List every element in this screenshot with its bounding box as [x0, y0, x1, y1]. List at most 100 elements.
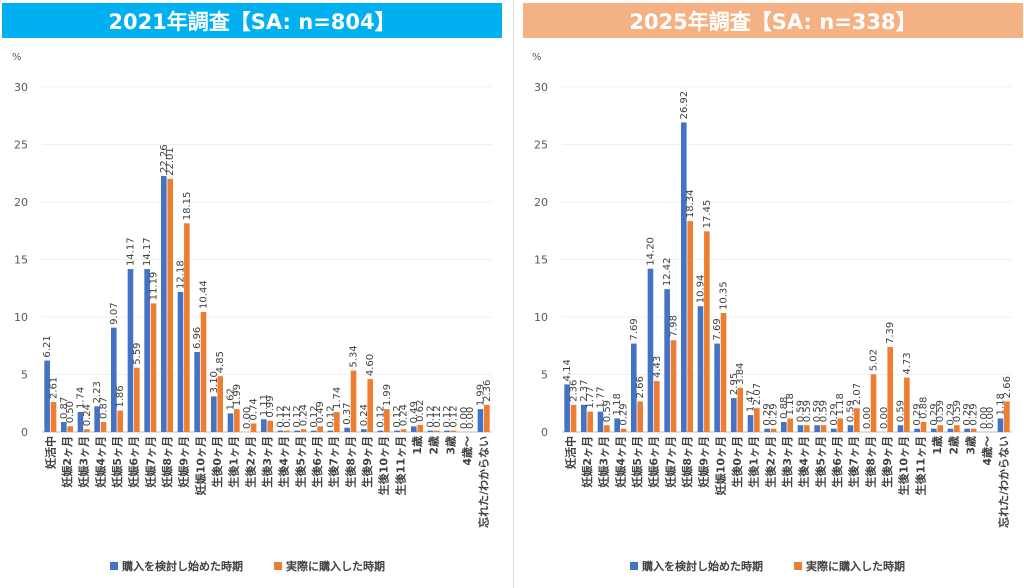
- x-category-label: 生後0ヶ月: [210, 436, 224, 488]
- x-category-label: 1歳: [410, 436, 424, 455]
- bar-series-2: [317, 426, 323, 432]
- data-label: 1.99: [475, 384, 486, 406]
- bar-series-1: [144, 269, 150, 432]
- data-label: 0.88: [779, 397, 790, 419]
- data-label: 26.92: [679, 91, 690, 120]
- data-label: 3.84: [735, 363, 746, 385]
- x-category-label: 生後10ヶ月: [377, 436, 391, 495]
- bar-series-2: [1004, 401, 1010, 432]
- data-label: 0.12: [449, 405, 460, 427]
- data-label: 0.29: [762, 403, 773, 425]
- data-label: 1.18: [612, 393, 623, 415]
- data-label: 0.24: [359, 404, 370, 426]
- data-label: 0.12: [325, 405, 336, 427]
- data-label: 0.29: [945, 403, 956, 425]
- bar-series-1: [394, 430, 400, 432]
- data-label: 0.00: [879, 407, 890, 429]
- x-category-label: 生後8ヶ月: [863, 436, 877, 488]
- x-category-label: 妊娠5ヶ月: [630, 436, 644, 488]
- bar-series-2: [384, 409, 390, 432]
- y-tick-label: 15: [14, 254, 28, 267]
- y-tick-label: 15: [534, 254, 548, 267]
- data-label: 0.29: [969, 403, 980, 425]
- y-tick-label: 5: [21, 369, 28, 382]
- bar-series-2: [587, 411, 593, 432]
- chart-title-2025: 2025年調査【SA: n=338】: [523, 3, 1023, 38]
- data-label: 0.59: [602, 400, 613, 422]
- data-label: 7.69: [629, 318, 640, 340]
- data-label: 10.94: [695, 275, 706, 304]
- x-category-label: 生後4ヶ月: [797, 436, 811, 488]
- data-label: 0.29: [929, 403, 940, 425]
- bar-series-2: [937, 425, 943, 432]
- data-label: 1.18: [785, 393, 796, 415]
- bar-series-1: [111, 327, 117, 432]
- x-category-label: 妊娠8ヶ月: [160, 436, 174, 488]
- data-label: 0.74: [249, 398, 260, 420]
- bar-series-1: [44, 360, 50, 432]
- y-tick-label: 20: [14, 196, 28, 209]
- bar-series-2: [117, 410, 123, 432]
- legend-label-2: 実際に購入した時期: [806, 559, 905, 573]
- data-label: 14.20: [645, 237, 656, 266]
- data-label: 2.37: [579, 379, 590, 401]
- bar-series-1: [847, 425, 854, 432]
- x-category-label: 妊娠10ヶ月: [193, 436, 207, 495]
- bar-series-1: [277, 430, 284, 432]
- data-label: 1.62: [225, 388, 236, 410]
- bar-series-1: [361, 429, 367, 432]
- data-label: 0.59: [802, 400, 813, 422]
- data-label: 0.29: [769, 403, 780, 425]
- bar-series-1: [411, 426, 417, 432]
- bar-series-2: [704, 231, 710, 432]
- x-category-label: 3歳: [963, 436, 977, 455]
- bar-series-2: [50, 401, 57, 432]
- bar-series-2: [100, 421, 107, 432]
- data-label: 0.12: [282, 405, 293, 427]
- data-label: 0.87: [59, 397, 70, 419]
- x-category-label: 生後6ヶ月: [310, 436, 324, 488]
- bar-series-1: [427, 430, 434, 432]
- legend-label-1: 購入を検討し始めた時期: [641, 559, 763, 573]
- data-label: 0.49: [409, 401, 420, 423]
- bar-series-1: [797, 425, 804, 432]
- bar-series-2: [184, 223, 190, 432]
- bar-series-1: [814, 425, 820, 432]
- y-tick-label: 5: [541, 369, 548, 382]
- x-category-label: 妊活中: [563, 436, 577, 469]
- bar-series-2: [284, 430, 290, 432]
- data-label: 0.12: [392, 405, 403, 427]
- data-label: 14.17: [125, 237, 136, 266]
- data-label: 18.34: [685, 189, 696, 218]
- x-category-label: 生後1ヶ月: [227, 436, 241, 488]
- data-label: 12.42: [662, 258, 673, 287]
- bar-series-2: [620, 428, 627, 432]
- legend-swatch-2: [274, 562, 282, 570]
- x-category-label: 生後9ヶ月: [880, 436, 894, 488]
- data-label: 11.19: [149, 272, 160, 301]
- data-label: 2.07: [752, 383, 763, 405]
- bar-series-2: [134, 367, 140, 432]
- data-label: 14.17: [142, 237, 153, 266]
- bar-series-2: [820, 425, 827, 432]
- y-tick-label: 0: [21, 426, 28, 439]
- bar-series-1: [294, 430, 300, 432]
- data-label: 3.10: [209, 371, 220, 393]
- bar-series-1: [831, 428, 837, 432]
- x-category-label: 生後7ヶ月: [327, 436, 341, 488]
- x-category-label: 生後4ヶ月: [277, 436, 291, 488]
- bar-series-1: [931, 428, 937, 432]
- data-label: 0.00: [979, 407, 990, 429]
- data-label: 0.12: [442, 405, 453, 427]
- y-axis-unit-label: %: [532, 52, 542, 63]
- y-tick-label: 0: [541, 426, 548, 439]
- bar-series-1: [631, 343, 637, 432]
- bar-series-1: [77, 411, 84, 432]
- data-label: 0.12: [432, 405, 443, 427]
- bar-series-1: [781, 421, 787, 432]
- x-category-label: 妊娠7ヶ月: [663, 436, 677, 488]
- bar-series-1: [714, 343, 720, 432]
- x-category-label: 1歳: [930, 436, 944, 455]
- bar-series-2: [484, 404, 490, 432]
- data-label: 2.23: [92, 381, 103, 403]
